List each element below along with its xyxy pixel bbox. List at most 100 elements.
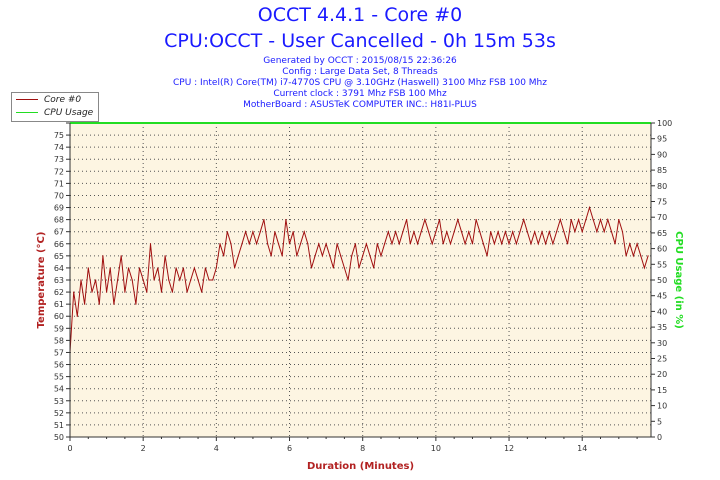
y-tick-label: 73	[54, 155, 64, 164]
core0-data-point	[607, 219, 609, 221]
core0-data-point	[563, 231, 565, 233]
core0-data-point	[438, 219, 441, 221]
core0-data-point	[482, 243, 485, 245]
core0-data-point	[204, 267, 206, 269]
core0-data-point	[468, 231, 470, 233]
core0-data-point	[449, 243, 452, 245]
core0-data-point	[197, 279, 199, 281]
y2-tick-label: 25	[657, 355, 667, 364]
y-tick-label: 57	[54, 348, 64, 357]
core0-data-point	[512, 231, 514, 233]
x-tick-label: 8	[360, 444, 365, 453]
core0-data-point	[87, 267, 89, 269]
chart-title: OCCT 4.4.1 - Core #0	[257, 4, 463, 26]
legend-item-cpu-usage: CPU Usage	[16, 107, 93, 119]
core0-data-point	[537, 243, 539, 245]
core0-data-point	[592, 219, 594, 221]
core0-data-point	[577, 219, 580, 221]
core0-data-point	[526, 231, 528, 233]
core0-data-point	[625, 255, 627, 257]
core0-data-point	[376, 243, 378, 245]
core0-data-point	[252, 231, 254, 233]
core0-data-point	[171, 291, 174, 293]
y2-tick-label: 40	[657, 307, 667, 316]
core0-data-point	[98, 303, 100, 305]
y2-tick-label: 90	[657, 150, 667, 159]
core0-data-point	[120, 255, 122, 257]
y2-tick-label: 100	[657, 119, 672, 128]
core0-data-point	[541, 231, 543, 233]
core0-data-point	[596, 231, 598, 233]
core0-data-point	[160, 291, 163, 293]
core0-data-point	[157, 267, 159, 269]
x-tick-label: 10	[431, 444, 441, 453]
legend-label-core0: Core #0	[44, 95, 82, 105]
core0-data-point	[365, 243, 367, 245]
core0-data-point	[493, 243, 496, 245]
core0-data-point	[263, 219, 265, 221]
core0-data-point	[131, 279, 133, 281]
core0-data-point	[566, 243, 569, 245]
core0-data-point	[599, 219, 602, 221]
core0-data-point	[245, 231, 247, 233]
y2-tick-label: 80	[657, 182, 667, 191]
core0-data-point	[416, 243, 419, 245]
core0-data-point	[570, 219, 572, 221]
core0-data-point	[384, 243, 386, 245]
y-tick-label: 65	[54, 252, 64, 261]
core0-data-point	[343, 267, 346, 269]
y2-tick-label: 20	[657, 370, 667, 379]
x-axis-title: Duration (Minutes)	[307, 461, 414, 472]
plot-area	[70, 123, 651, 437]
y2-tick-label: 60	[657, 245, 667, 254]
y-tick-label: 70	[54, 191, 64, 200]
core0-data-point	[435, 231, 437, 233]
core0-data-point	[296, 255, 298, 257]
core0-data-point	[201, 291, 203, 293]
core0-data-point	[413, 231, 415, 233]
core0-data-point	[636, 243, 638, 245]
core0-data-point	[186, 291, 188, 293]
core0-data-point	[215, 267, 217, 269]
core0-data-point	[146, 291, 148, 293]
core0-data-point	[329, 255, 331, 257]
y-tick-label: 52	[54, 409, 64, 418]
core0-data-point	[585, 219, 587, 221]
core0-data-point	[193, 267, 195, 269]
core0-data-point	[73, 291, 75, 293]
core0-data-point	[95, 279, 97, 281]
core0-data-point	[259, 231, 261, 233]
core0-data-point	[318, 243, 320, 245]
core0-data-point	[523, 219, 525, 221]
core0-data-point	[281, 255, 283, 257]
core0-data-point	[380, 255, 382, 257]
core0-data-point	[588, 206, 591, 209]
clock-info: Current clock : 3791 Mhz FSB 100 Mhz	[273, 89, 447, 99]
core0-data-point	[164, 255, 166, 257]
x-tick-label: 14	[577, 444, 587, 453]
y2-tick-label: 95	[657, 135, 667, 144]
core0-data-point	[332, 267, 335, 269]
core0-data-point	[76, 315, 78, 317]
legend-swatch-cpu-usage	[16, 112, 38, 113]
y-tick-label: 67	[54, 228, 64, 237]
core0-data-point	[105, 291, 108, 293]
core0-data-point	[475, 219, 477, 221]
core0-data-point	[629, 243, 631, 245]
core0-data-point	[420, 231, 422, 233]
y2-tick-label: 0	[657, 433, 662, 442]
y-tick-label: 66	[54, 240, 64, 249]
core0-data-point	[303, 231, 305, 233]
core0-data-point	[398, 243, 400, 245]
core0-data-point	[424, 219, 426, 221]
core0-data-point	[285, 219, 287, 221]
core0-data-point	[614, 243, 616, 245]
chart-subtitle: CPU:OCCT - User Cancelled - 0h 15m 53s	[164, 30, 556, 52]
core0-data-point	[581, 231, 583, 233]
core0-data-point	[84, 303, 86, 305]
core0-data-point	[471, 243, 474, 245]
y-tick-label: 62	[54, 288, 64, 297]
y2-tick-label: 5	[657, 417, 662, 426]
y2-axis-title: CPU Usage (in %)	[673, 231, 684, 329]
core0-data-point	[618, 219, 620, 221]
